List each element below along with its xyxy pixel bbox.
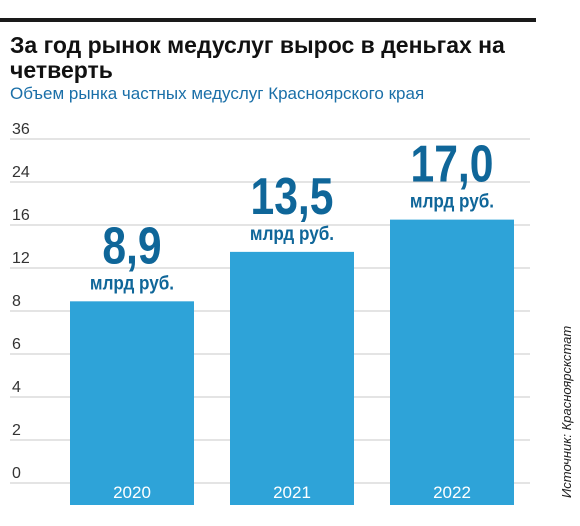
y-tick-label: 36 (12, 121, 30, 138)
y-tick-label: 16 (12, 207, 30, 224)
y-tick-label: 4 (12, 379, 21, 396)
value-label: 17,0 (411, 136, 494, 194)
chart-title: За год рынок медуслуг вырос в деньгах на… (10, 32, 505, 83)
x-category-label: 2020 (113, 483, 151, 502)
source-note: Источник: Красноярскстат (559, 325, 574, 498)
unit-label: млрд руб. (90, 273, 174, 294)
bar (390, 219, 514, 505)
value-label: 13,5 (251, 168, 334, 226)
y-tick-label: 0 (12, 465, 21, 482)
bar (70, 301, 194, 505)
y-tick-label: 2 (12, 422, 21, 439)
unit-label: млрд руб. (410, 191, 494, 212)
value-label: 8,9 (102, 217, 161, 275)
x-category-label: 2021 (273, 483, 311, 502)
y-tick-label: 6 (12, 336, 21, 353)
y-tick-label: 24 (12, 164, 30, 181)
y-tick-label: 8 (12, 293, 21, 310)
x-category-label: 2022 (433, 483, 471, 502)
unit-label: млрд руб. (250, 223, 334, 244)
top-rule (0, 18, 536, 22)
chart-subtitle: Объем рынка частных медуслуг Красноярско… (10, 84, 425, 103)
y-tick-label: 12 (12, 250, 30, 267)
bar (230, 251, 354, 505)
